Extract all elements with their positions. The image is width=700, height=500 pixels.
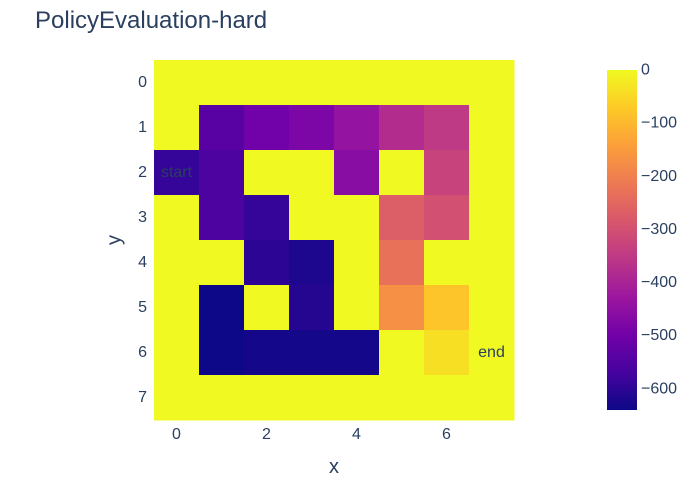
colorbar-tick-label: 0 xyxy=(641,62,650,79)
heatmap-cell xyxy=(199,330,245,376)
colorbar xyxy=(607,70,637,410)
heatmap-cell xyxy=(379,240,425,286)
heatmap-cell xyxy=(289,195,335,241)
cell-annotation: start xyxy=(161,164,193,181)
x-tick-label: 0 xyxy=(172,426,181,443)
cell-annotations: start end xyxy=(161,164,505,361)
x-axis-label: x xyxy=(329,456,339,478)
heatmap-cell xyxy=(289,330,335,376)
heatmap-cell xyxy=(199,285,245,331)
heatmap-cell xyxy=(244,240,290,286)
heatmap-cell xyxy=(379,330,425,376)
heatmap-cell xyxy=(424,330,470,376)
heatmap-cell xyxy=(154,375,200,421)
y-tick-label: 6 xyxy=(138,344,147,361)
heatmap-cell xyxy=(469,60,515,106)
y-tick-label: 2 xyxy=(138,164,147,181)
heatmap-cell xyxy=(244,60,290,106)
y-tick-label: 3 xyxy=(138,209,147,226)
colorbar-tick-label: −600 xyxy=(641,380,677,397)
heatmap-cell xyxy=(199,195,245,241)
heatmap-cell xyxy=(244,330,290,376)
colorbar-tick-label: −300 xyxy=(641,221,677,238)
heatmap-cell xyxy=(289,105,335,151)
x-tick-label: 6 xyxy=(442,426,451,443)
y-tick-label: 4 xyxy=(138,254,147,271)
heatmap-cell xyxy=(244,195,290,241)
heatmap-cell xyxy=(199,240,245,286)
heatmap-cell xyxy=(469,105,515,151)
heatmap-cell xyxy=(154,330,200,376)
heatmap-cell xyxy=(379,60,425,106)
heatmap-cell xyxy=(154,105,200,151)
heatmap-cell xyxy=(424,195,470,241)
heatmap-cell xyxy=(379,105,425,151)
heatmap-cell xyxy=(469,240,515,286)
colorbar-tick-label: −100 xyxy=(641,115,677,132)
heatmap-cell xyxy=(244,285,290,331)
heatmap-cell xyxy=(199,150,245,196)
heatmap-cell xyxy=(334,240,380,286)
x-tick-label: 2 xyxy=(262,426,271,443)
colorbar-tick-label: −500 xyxy=(641,327,677,344)
heatmap-cell xyxy=(199,60,245,106)
heatmap-cell xyxy=(334,195,380,241)
heatmap-cell xyxy=(424,60,470,106)
heatmap-cell xyxy=(289,60,335,106)
y-tick-label: 5 xyxy=(138,299,147,316)
heatmap-cell xyxy=(199,375,245,421)
heatmap-cell xyxy=(334,330,380,376)
heatmap-cell xyxy=(379,150,425,196)
heatmap-cell xyxy=(244,105,290,151)
heatmap-cell xyxy=(424,105,470,151)
heatmap-cell xyxy=(469,285,515,331)
cell-annotation: end xyxy=(478,344,505,361)
x-tick-label: 4 xyxy=(352,426,361,443)
heatmap-cell xyxy=(379,195,425,241)
heatmap-cell xyxy=(379,375,425,421)
heatmap-cell xyxy=(244,375,290,421)
heatmap-cell xyxy=(289,285,335,331)
heatmap-cell xyxy=(334,105,380,151)
heatmap-cell xyxy=(154,240,200,286)
heatmap-cell xyxy=(154,195,200,241)
heatmap-cell xyxy=(334,285,380,331)
heatmap-cell xyxy=(154,150,200,196)
colorbar-ticks: 0 −100 −200 −300 −400 −500 −600 xyxy=(641,62,677,398)
heatmap-cell xyxy=(154,60,200,106)
y-axis-ticks: 0 1 2 3 4 5 6 7 xyxy=(138,74,147,406)
heatmap-cell xyxy=(334,150,380,196)
colorbar-tick-label: −200 xyxy=(641,168,677,185)
heatmap-cell xyxy=(424,375,470,421)
heatmap-cell xyxy=(289,240,335,286)
heatmap-cell xyxy=(469,375,515,421)
chart-title: PolicyEvaluation-hard xyxy=(35,7,268,34)
heatmap-cell xyxy=(289,150,335,196)
colorbar-tick-label: −400 xyxy=(641,274,677,291)
heatmap-cell xyxy=(199,105,245,151)
heatmap-cell xyxy=(154,285,200,331)
heatmap-cell xyxy=(424,240,470,286)
y-axis-label: y xyxy=(103,235,125,245)
heatmap-cell xyxy=(334,60,380,106)
y-tick-label: 7 xyxy=(138,389,147,406)
y-tick-label: 1 xyxy=(138,119,147,136)
heatmap-cell xyxy=(424,150,470,196)
heatmap-cell xyxy=(424,285,470,331)
heatmap-cell xyxy=(289,375,335,421)
heatmap-cell xyxy=(334,375,380,421)
heatmap-cell xyxy=(244,150,290,196)
y-tick-label: 0 xyxy=(138,74,147,91)
heatmap-cell xyxy=(379,285,425,331)
heatmap-cells xyxy=(154,60,515,421)
heatmap-cell xyxy=(469,330,515,376)
x-axis-ticks: 0 2 4 6 xyxy=(172,426,451,443)
heatmap-cell xyxy=(469,195,515,241)
heatmap-cell xyxy=(469,150,515,196)
